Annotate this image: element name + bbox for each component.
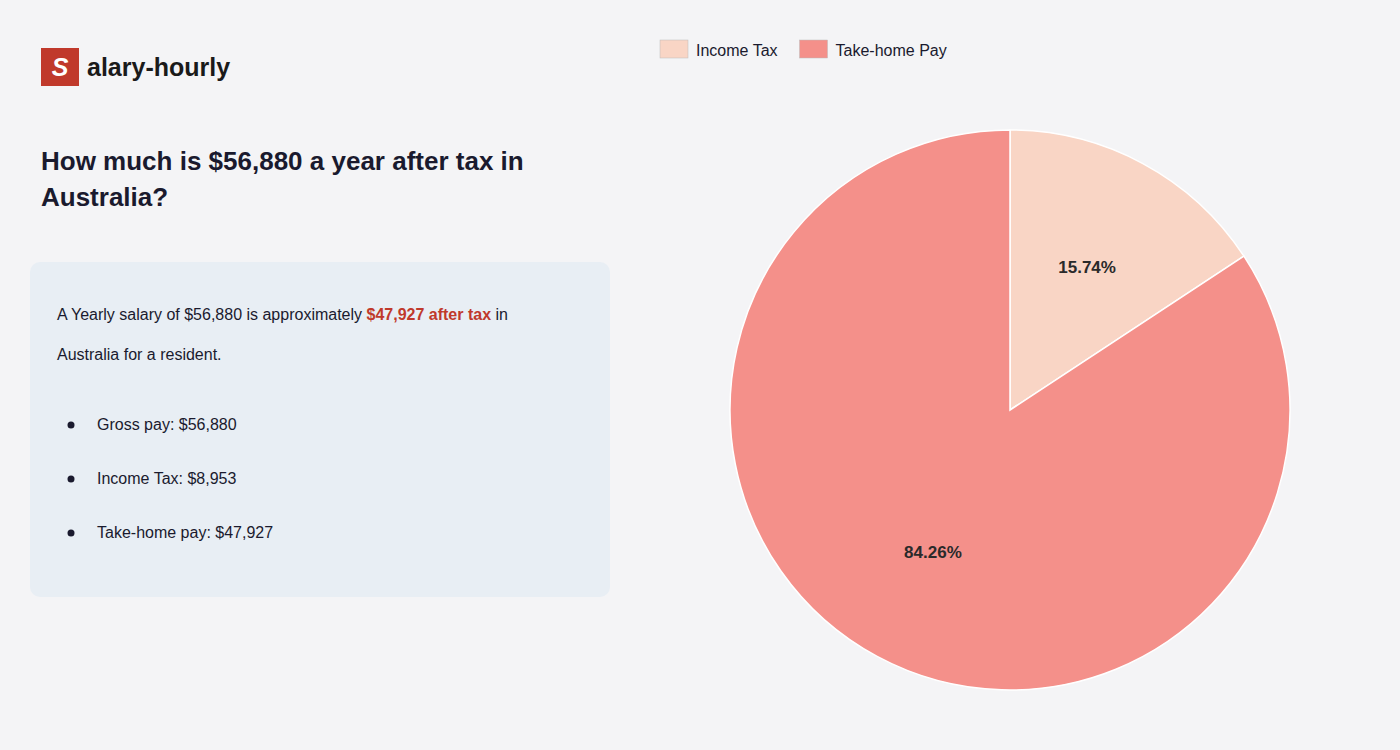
info-text: Australia for a resident. bbox=[57, 346, 222, 363]
bullet bbox=[68, 422, 75, 429]
legend-label: Income Tax bbox=[696, 42, 778, 59]
pie bbox=[730, 130, 1290, 690]
legend-item: Take-home Pay bbox=[800, 40, 947, 59]
data-labels: 15.74% 84.26% bbox=[904, 258, 1116, 563]
chart: Salary-hourly How much is $56,880 a year … bbox=[0, 0, 1400, 750]
logo-letter: S bbox=[52, 53, 69, 81]
data-label: 15.74% bbox=[1058, 258, 1116, 277]
info-line: A Yearly salary of $56,880 is approximat… bbox=[57, 306, 508, 323]
title: How much is $56,880 a year after tax in bbox=[41, 146, 524, 176]
title: Australia? bbox=[41, 182, 168, 212]
text-panel: Salary-hourly How much is $56,880 a year … bbox=[30, 48, 610, 597]
legend-label: Take-home Pay bbox=[836, 42, 947, 59]
legend-swatch bbox=[660, 40, 688, 58]
legend-swatch bbox=[800, 40, 828, 58]
bullet bbox=[68, 476, 75, 483]
info-text: in bbox=[491, 306, 508, 323]
legend-item: Income Tax bbox=[660, 40, 778, 59]
bullet-text: Take-home pay: $47,927 bbox=[97, 524, 273, 541]
info-box bbox=[30, 262, 610, 597]
info-text: A Yearly salary of $56,880 is approximat… bbox=[57, 306, 367, 323]
legend: Income Tax Take-home Pay bbox=[660, 40, 947, 59]
bullet-text: Gross pay: $56,880 bbox=[97, 416, 237, 433]
pie-area bbox=[730, 130, 1290, 690]
slice bbox=[730, 130, 1290, 690]
logo-text: alary-hourly bbox=[87, 53, 230, 81]
bullet-text: Income Tax: $8,953 bbox=[97, 470, 236, 487]
background bbox=[0, 0, 1400, 750]
data-label: 84.26% bbox=[904, 543, 962, 562]
info-highlight: $47,927 after tax bbox=[367, 306, 492, 323]
logo-box bbox=[41, 48, 79, 86]
bullet bbox=[68, 530, 75, 537]
